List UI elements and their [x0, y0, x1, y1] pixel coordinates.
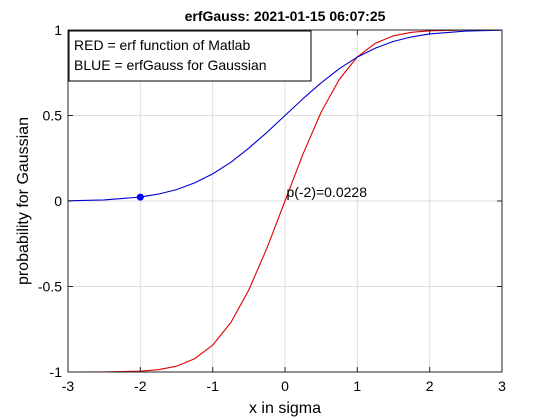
y-tick-label: -0.5	[38, 279, 62, 295]
x-tick-label: 3	[498, 378, 506, 394]
y-tick-label: 1	[54, 22, 62, 38]
x-tick-label: -1	[206, 378, 219, 394]
point-annotation: p(-2)=0.0228	[286, 184, 367, 200]
highlighted-point	[136, 193, 144, 201]
y-tick-label: 0.5	[43, 108, 63, 124]
legend: RED = erf function of Matlab BLUE = erfG…	[68, 30, 312, 82]
series-lines	[67, 29, 503, 373]
y-tick-label: 0	[54, 193, 62, 209]
markers	[136, 193, 144, 201]
x-tick-label: -2	[134, 378, 147, 394]
series-line-0	[67, 29, 503, 373]
legend-entry-red: RED = erf function of Matlab	[74, 37, 250, 53]
x-tick-label: -3	[62, 378, 75, 394]
legend-entry-blue: BLUE = erfGauss for Gaussian	[74, 57, 267, 73]
chart-title: erfGauss: 2021-01-15 06:07:25	[185, 8, 386, 24]
legend-box	[68, 30, 312, 82]
x-axis-label: x in sigma	[249, 400, 321, 417]
y-axis-label: probability for Gaussian	[15, 117, 32, 285]
y-tick-label: -1	[50, 364, 63, 380]
x-tick-label: 2	[426, 378, 434, 394]
series-line-1	[67, 29, 503, 202]
ticks: -3 -2 -1 0 1 2 3 -1 -0.5 0 0.5 1	[38, 22, 506, 394]
x-tick-label: 0	[281, 378, 289, 394]
x-tick-label: 1	[353, 378, 361, 394]
